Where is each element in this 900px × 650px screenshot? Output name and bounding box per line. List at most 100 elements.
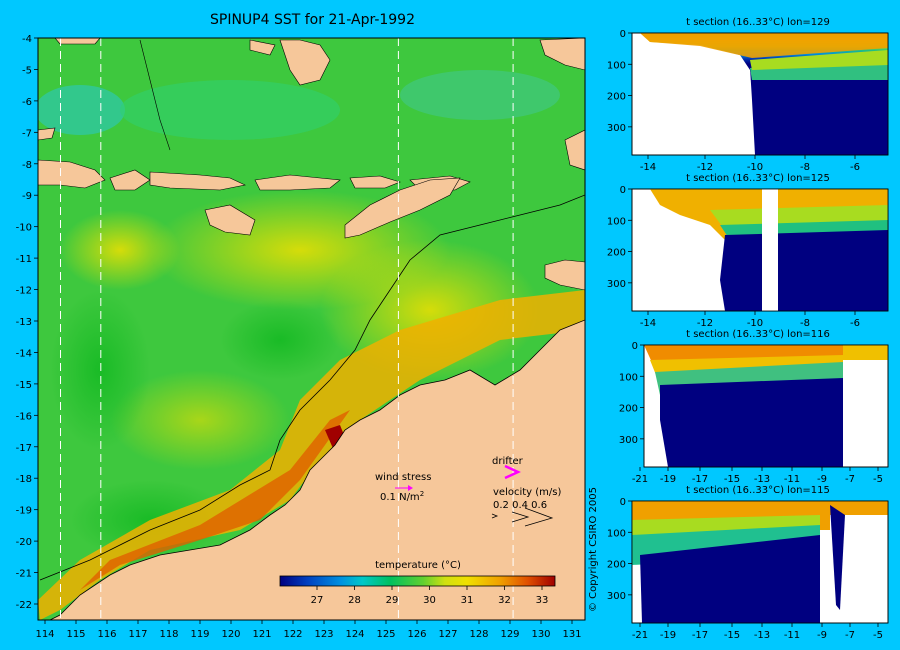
section-x-tick-label: -10	[747, 318, 763, 329]
lat-tick-label: -7	[22, 128, 32, 139]
section-x-tick-label: -9	[817, 630, 827, 641]
map-frame	[37, 37, 586, 621]
lat-tick-label: -11	[16, 254, 32, 265]
lat-tick-label: -20	[16, 537, 32, 548]
section-x-tick-label: -17	[692, 630, 708, 641]
section-x-tick-label: -5	[873, 474, 883, 485]
section-x-tick-label: -13	[754, 474, 770, 485]
warm-water-patch	[60, 210, 180, 290]
section-x-tick-label: -8	[800, 318, 810, 329]
island	[38, 159, 106, 189]
section-title-1: t section (16..33°C) lon=129	[686, 17, 830, 28]
lat-tick-label: -16	[16, 411, 32, 422]
colorbar-tick-label: 28	[348, 595, 361, 606]
colorbar-tick-label: 33	[536, 595, 549, 606]
map-title: SPINUP4 SST for 21-Apr-1992	[209, 12, 416, 28]
lon-tick-label: 115	[66, 629, 85, 640]
section-x-tick-label: -11	[784, 474, 800, 485]
section-y-tick-label: 0	[620, 29, 626, 40]
colorbar-ticks: 27 28 29 30 31 32 33	[311, 586, 549, 606]
lat-tick-label: -6	[22, 97, 32, 108]
wind-stress-legend: wind stress 0.1 N/m2	[375, 472, 431, 503]
hot-coastal-band	[80, 410, 350, 590]
island	[149, 171, 246, 191]
latitude-axis: -4 -5 -6 -7 -8 -9 -10 -11 -12 -13 -14 -15 -16 -17 -18 -…	[16, 34, 38, 611]
island	[249, 39, 276, 56]
lon-tick-label: 117	[128, 629, 147, 640]
cool-water-patch	[220, 300, 340, 380]
lat-tick-label: -13	[16, 317, 32, 328]
lat-tick-label: -5	[22, 65, 32, 76]
lat-tick-label: -8	[22, 160, 32, 171]
section-y-tick-label: 300	[607, 279, 626, 290]
section-x-tick-label: -15	[724, 630, 740, 641]
velocity-values: 0.2 0.4 0.6	[493, 500, 547, 511]
section-lines	[60, 38, 514, 620]
colorbar-bar	[279, 575, 556, 587]
lat-tick-label: -14	[16, 348, 32, 359]
land-gap	[762, 189, 778, 311]
section-x-tick-label: -12	[697, 162, 713, 173]
cool-water-patch	[50, 290, 150, 450]
lat-tick-label: -18	[16, 474, 32, 485]
warm-water-patch	[110, 370, 290, 470]
lon-tick-label: 126	[407, 629, 426, 640]
section-x-tick-label: -17	[692, 474, 708, 485]
shelf-break-contour	[39, 194, 585, 581]
section-x-tick-label: -8	[800, 162, 810, 173]
section-y-tick-label: 200	[619, 404, 638, 415]
section-axes: 0 100 200 300 -14 -12 -10 -8 -6 0 100 200 300 -14 -12 -…	[607, 29, 883, 641]
velocity-label: velocity (m/s)	[493, 487, 561, 498]
section-x-tick-label: -6	[850, 162, 860, 173]
section-y-tick-label: 300	[607, 123, 626, 134]
velocity-legend: velocity (m/s) 0.2 0.4 0.6	[491, 487, 561, 527]
section-panel-lon125	[631, 188, 889, 312]
sumba-island	[204, 204, 256, 236]
lon-tick-label: 114	[35, 629, 54, 640]
lat-tick-label: -12	[16, 286, 32, 297]
section-y-tick-label: 100	[607, 528, 626, 539]
section-x-tick-label: -19	[660, 630, 676, 641]
section-panel-lon115	[631, 500, 889, 624]
section-y-tick-label: 200	[607, 560, 626, 571]
lon-tick-label: 131	[562, 629, 581, 640]
section-y-tick-label: 0	[632, 341, 638, 352]
section-x-tick-label: -12	[697, 318, 713, 329]
copyright-text: © Copyright CSIRO 2005	[588, 487, 599, 612]
lat-tick-label: -19	[16, 506, 32, 517]
wind-stress-label: wind stress	[375, 472, 431, 483]
section-x-tick-label: -19	[660, 474, 676, 485]
contour-line	[139, 39, 171, 151]
section-x-tick-label: -14	[640, 162, 656, 173]
section-y-tick-label: 200	[607, 248, 626, 259]
sst-map	[38, 38, 585, 620]
lon-tick-label: 120	[221, 629, 240, 640]
section-x-tick-label: -11	[784, 630, 800, 641]
lon-tick-label: 119	[190, 629, 209, 640]
section-panel-lon129	[631, 32, 889, 156]
island	[279, 39, 331, 86]
section-title-4: t section (16..33°C) lon=115	[686, 485, 830, 496]
island	[109, 169, 151, 191]
island	[544, 259, 585, 291]
colorbar-tick-label: 31	[461, 595, 474, 606]
lon-tick-label: 128	[469, 629, 488, 640]
lon-tick-label: 121	[252, 629, 271, 640]
colorbar-tick-label: 27	[311, 595, 324, 606]
section-y-tick-label: 300	[619, 435, 638, 446]
section-title-2: t section (16..33°C) lon=125	[686, 173, 830, 184]
colorbar-tick-label: 29	[386, 595, 399, 606]
cool-water-patch	[38, 85, 125, 135]
section-y-tick-label: 100	[607, 216, 626, 227]
section-y-tick-label: 300	[607, 591, 626, 602]
section-y-tick-label: 100	[607, 60, 626, 71]
drifter-label: drifter	[492, 456, 524, 467]
island	[349, 175, 401, 189]
section-x-tick-label: -6	[850, 318, 860, 329]
australia-land	[49, 319, 585, 620]
cool-water-patch	[120, 80, 340, 140]
colorbar: temperature (°C) 27 28 29 30 31 32 33	[279, 560, 556, 606]
island	[38, 127, 56, 141]
lon-tick-label: 122	[283, 629, 302, 640]
